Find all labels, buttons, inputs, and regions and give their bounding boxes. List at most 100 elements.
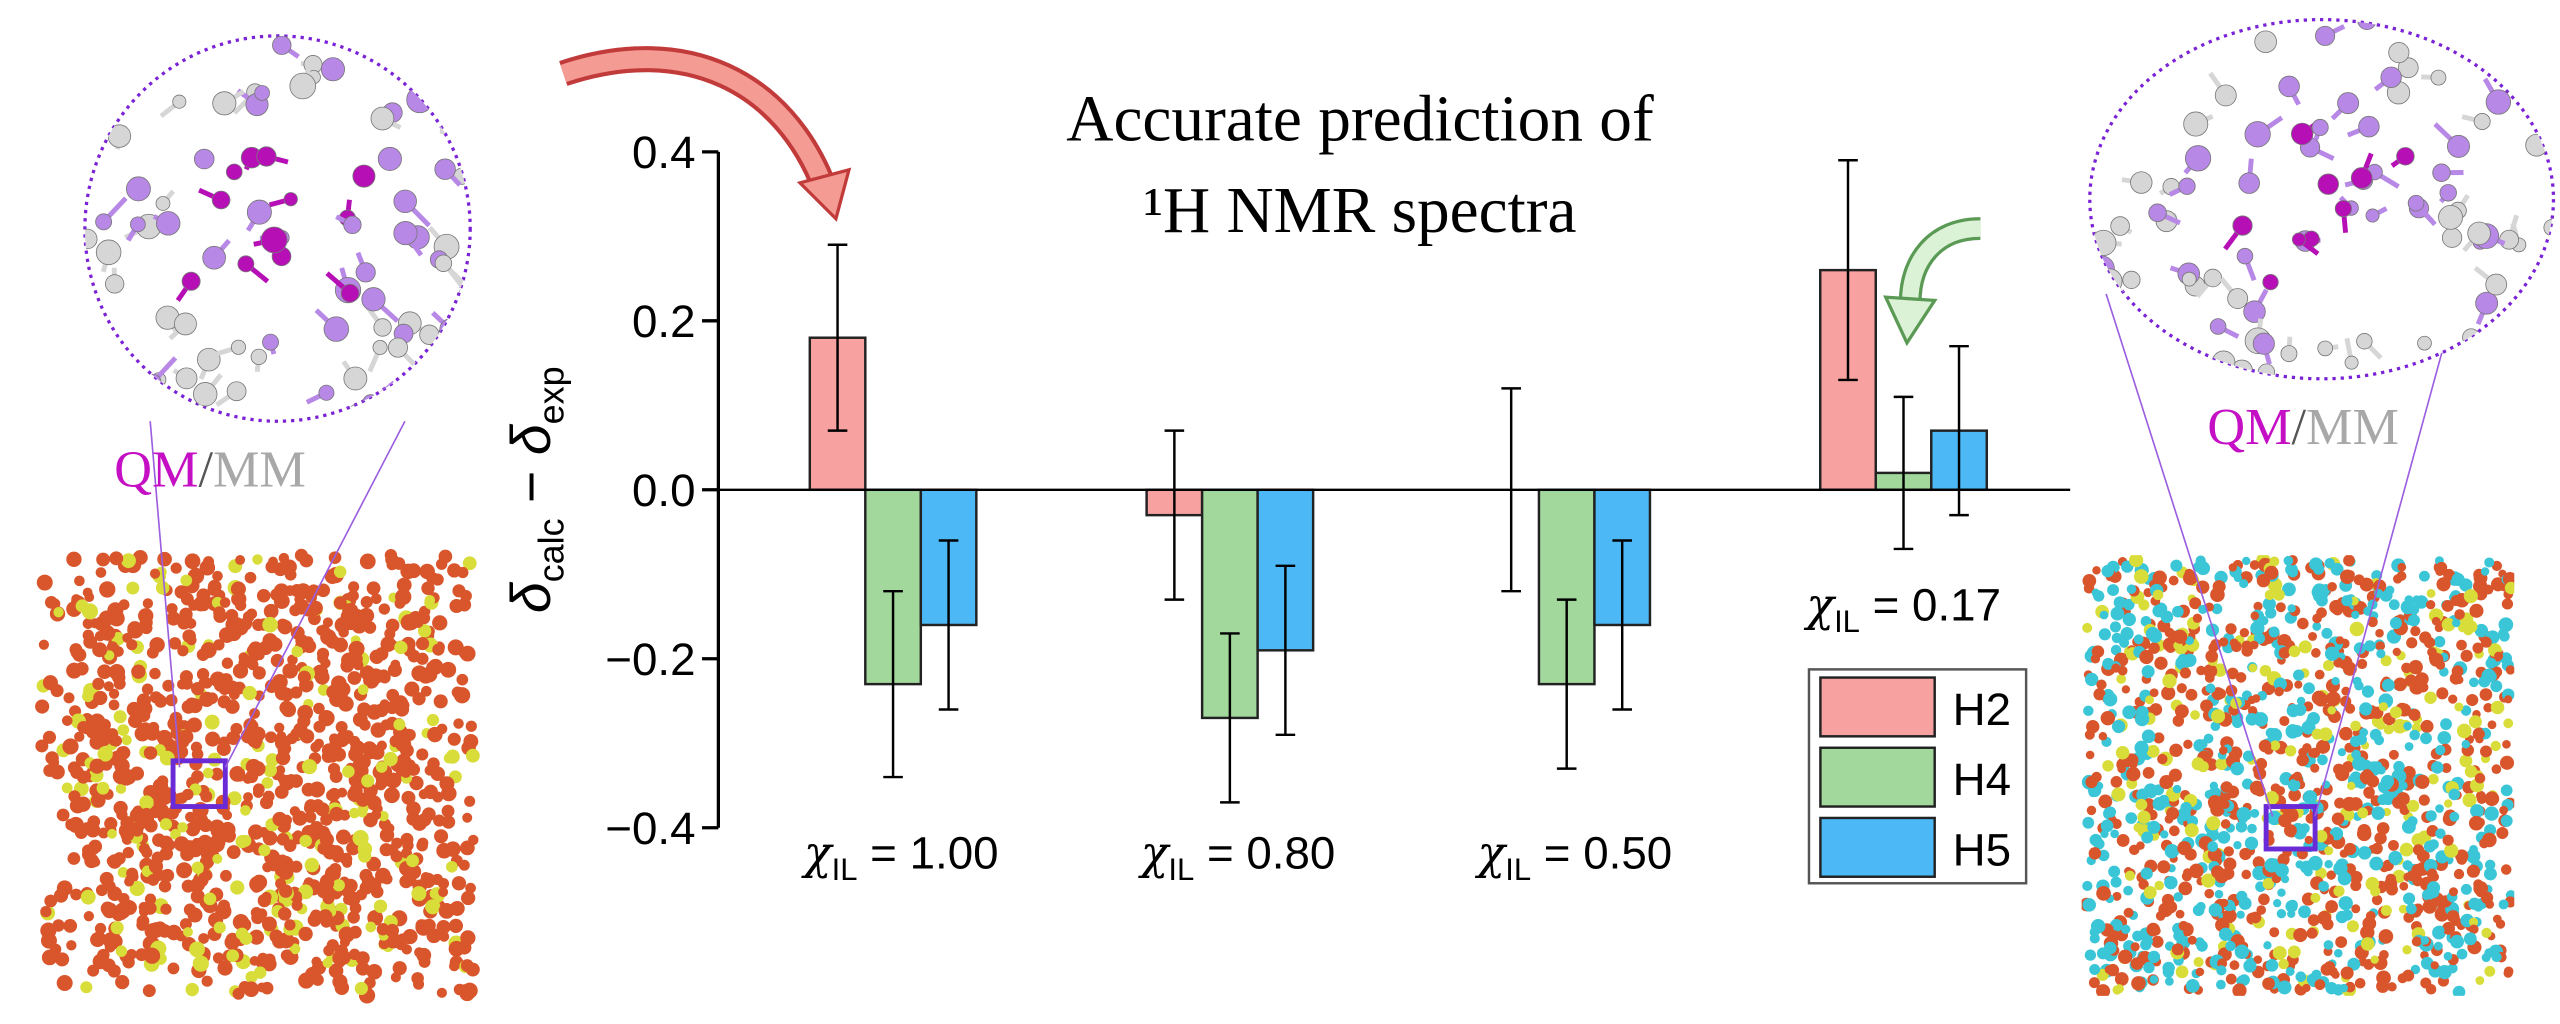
atom (332, 949, 349, 967)
atom (316, 583, 331, 598)
atom (80, 981, 93, 994)
atom (2134, 740, 2149, 755)
atom (169, 403, 190, 422)
atom (274, 685, 290, 701)
atom (460, 590, 472, 602)
atom (428, 74, 447, 93)
atom (261, 777, 274, 789)
y-tick-label: 0.4 (632, 127, 696, 178)
atom (2166, 807, 2180, 820)
y-tick-label: 0.0 (632, 465, 696, 516)
atom (2279, 715, 2290, 727)
atom (2239, 628, 2250, 638)
atom (149, 568, 161, 579)
atom (192, 955, 209, 972)
atom (248, 651, 260, 663)
atom (2148, 642, 2160, 654)
atom (185, 982, 199, 997)
atom (426, 928, 442, 944)
atom (2257, 363, 2276, 379)
bond (102, 48, 112, 62)
atom (203, 892, 217, 906)
atom (2490, 740, 2501, 752)
atom (2341, 595, 2353, 607)
atom (2149, 703, 2163, 716)
mm-label: MM (213, 441, 306, 499)
arrow-head (1883, 295, 1938, 347)
atom (431, 573, 444, 586)
atom (221, 657, 234, 669)
atom (387, 663, 402, 678)
atom (2376, 720, 2386, 730)
atom (2441, 762, 2452, 774)
atom (2318, 880, 2329, 892)
atom (2470, 804, 2484, 818)
atom (2496, 827, 2509, 840)
atom (139, 616, 153, 630)
atom (226, 845, 241, 859)
atom (2173, 629, 2188, 644)
atom (301, 759, 318, 775)
atom (421, 581, 435, 595)
atom (2505, 665, 2515, 675)
atom (2341, 909, 2353, 921)
atom (323, 316, 350, 342)
atom (235, 927, 249, 941)
atom (277, 773, 288, 784)
atom (71, 796, 83, 809)
atom (2230, 761, 2245, 776)
atom (2147, 820, 2161, 834)
atom (249, 955, 260, 966)
atom (97, 746, 113, 762)
atom (443, 367, 465, 389)
atom (213, 606, 226, 619)
atom (311, 973, 324, 986)
atom (2293, 927, 2308, 943)
atom (225, 625, 242, 642)
atom (308, 612, 321, 626)
atom (2295, 971, 2307, 983)
atom (2211, 603, 2223, 615)
atom (42, 730, 57, 744)
atom (2448, 694, 2458, 704)
atom (2491, 764, 2502, 774)
bond (429, 60, 441, 85)
atom (176, 862, 193, 879)
atom (355, 262, 376, 283)
atom (2277, 980, 2292, 995)
atom (355, 792, 371, 807)
atom (2099, 610, 2109, 620)
atom (457, 940, 472, 955)
atom (126, 581, 140, 595)
atom (2450, 595, 2462, 607)
atom (299, 729, 315, 744)
atom (387, 337, 408, 358)
y-label-part: δ (500, 581, 562, 613)
simulation-box (2081, 555, 2515, 996)
atom (384, 823, 395, 834)
atom (2431, 761, 2444, 774)
title-line: Accurate prediction of (1066, 83, 1654, 155)
atom (2431, 616, 2441, 626)
atom (2483, 584, 2494, 595)
atom (2380, 904, 2392, 916)
bond (163, 412, 182, 422)
atom (342, 730, 354, 741)
atom (2232, 983, 2247, 996)
atom (56, 974, 73, 991)
atom (270, 653, 284, 668)
atom (167, 962, 180, 975)
atom (2342, 796, 2357, 812)
atom (81, 847, 96, 862)
atom (2467, 221, 2491, 246)
atom (2469, 924, 2479, 934)
atom (2275, 786, 2286, 796)
atom (420, 685, 432, 697)
atom (220, 869, 232, 882)
atom (2236, 947, 2246, 957)
molecular-illustrations (35, 17, 2556, 1004)
atom (2124, 753, 2139, 768)
atom (2085, 775, 2098, 789)
atom (2456, 639, 2467, 651)
atom (393, 220, 418, 246)
